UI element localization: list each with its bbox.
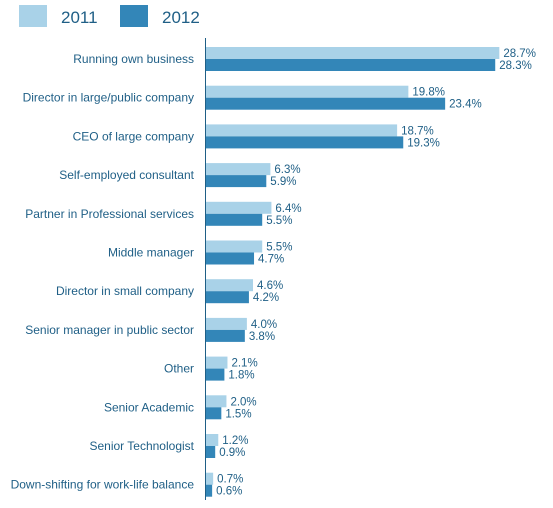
value-label-2012-9: 1.5%	[225, 408, 251, 420]
bar-2011-9	[206, 395, 227, 408]
bars-group	[206, 47, 500, 497]
legend-label-2011: 2011	[61, 8, 98, 27]
category-label-7: Senior manager in public sector	[25, 323, 194, 337]
category-label-3: Self-employed consultant	[59, 168, 194, 182]
category-label-9: Senior Academic	[104, 400, 194, 414]
value-label-2011-8: 2.1%	[231, 358, 257, 370]
category-label-10: Senior Technologist	[89, 439, 194, 453]
value-label-2011-3: 6.3%	[274, 164, 300, 176]
value-label-2011-5: 5.5%	[266, 242, 292, 254]
bar-2011-6	[206, 279, 254, 292]
bar-2012-6	[206, 291, 249, 304]
category-label-11: Down-shifting for work-life balance	[11, 478, 195, 492]
category-label-8: Other	[164, 362, 194, 376]
value-label-2012-4: 5.5%	[266, 215, 292, 227]
bar-2011-8	[206, 356, 228, 369]
value-label-2012-0: 28.3%	[499, 60, 532, 72]
bar-2012-3	[206, 175, 267, 188]
value-label-2012-1: 23.4%	[449, 99, 482, 111]
legend-swatch-2011	[19, 5, 47, 27]
category-label-0: Running own business	[73, 52, 194, 66]
value-label-2011-0: 28.7%	[503, 48, 536, 60]
value-label-2011-1: 19.8%	[412, 87, 445, 99]
bar-2012-1	[206, 97, 446, 110]
bar-2012-9	[206, 407, 222, 420]
value-labels: 28.7%28.3% 19.8% 23.4% 18.7%19.3% 6.3%5.9% 6.…	[216, 48, 536, 498]
bar-2011-1	[206, 85, 409, 98]
value-label-2011-4: 6.4%	[275, 203, 301, 215]
bar-2012-10	[206, 446, 216, 458]
category-label-6: Director in small company	[56, 284, 194, 298]
bar-2011-2	[206, 124, 398, 137]
bar-2011-11	[206, 472, 214, 485]
value-label-2012-10: 0.9%	[219, 447, 245, 459]
bar-2011-4	[206, 201, 272, 214]
bar-2011-7	[206, 317, 247, 330]
legend-swatch-2012	[120, 5, 148, 27]
value-label-2012-11: 0.6%	[216, 486, 242, 498]
value-label-2012-5: 4.7%	[258, 254, 284, 266]
value-label-2011-10: 1.2%	[222, 435, 248, 447]
value-label-2012-8: 1.8%	[228, 370, 254, 382]
bar-2011-3	[206, 163, 271, 176]
category-label-1: Director in large/public company	[23, 91, 194, 105]
value-label-2012-6: 4.2%	[253, 292, 279, 304]
legend: 2011 2012	[19, 5, 200, 27]
category-label-4: Partner in Professional services	[25, 207, 194, 221]
category-label-5: Middle manager	[108, 246, 194, 260]
value-label-2012-2: 19.3%	[407, 137, 440, 149]
value-label-2011-7: 4.0%	[251, 319, 277, 331]
bar-2012-0	[206, 59, 496, 71]
bar-2012-11	[206, 484, 213, 497]
value-label-2011-9: 2.0%	[230, 396, 256, 408]
category-label-2: CEO of large company	[73, 129, 194, 143]
bar-2011-5	[206, 240, 263, 253]
value-label-2012-3: 5.9%	[270, 176, 296, 188]
bar-2012-7	[206, 329, 245, 342]
bar-2012-5	[206, 252, 255, 265]
bar-2012-4	[206, 213, 263, 226]
value-label-2011-6: 4.6%	[257, 280, 283, 292]
bar-2012-8	[206, 368, 225, 381]
value-label-2011-2: 18.7%	[401, 125, 434, 137]
value-label-2011-11: 0.7%	[217, 474, 243, 486]
value-label-2012-7: 3.8%	[249, 331, 275, 343]
legend-label-2012: 2012	[162, 8, 200, 27]
category-labels: Running own business Director in large/pu…	[11, 52, 195, 492]
bar-2012-2	[206, 136, 404, 149]
bar-2011-0	[206, 47, 500, 59]
bar-2011-10	[206, 434, 219, 446]
